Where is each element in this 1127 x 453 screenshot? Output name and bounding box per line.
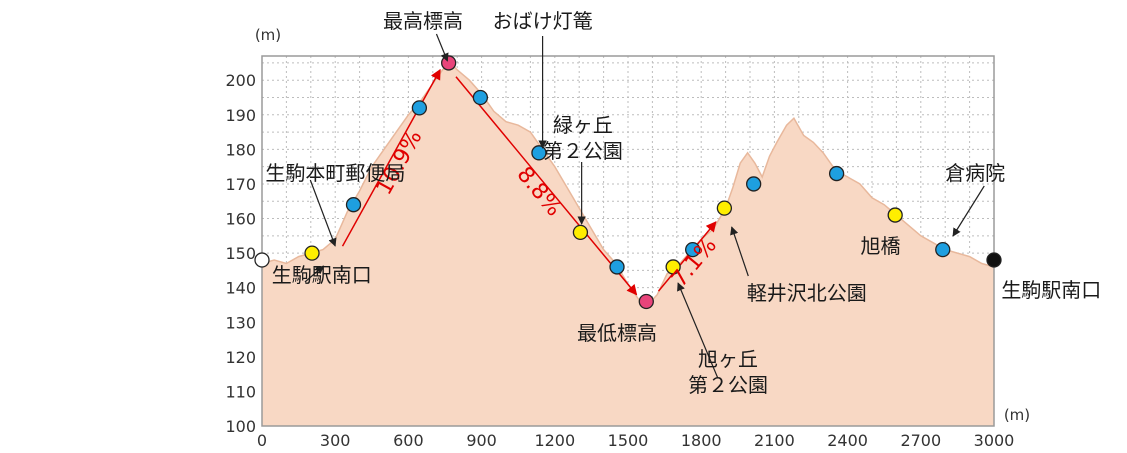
annotation-label: 緑ヶ丘	[553, 113, 613, 137]
annotation-arrow	[677, 282, 719, 379]
waypoint-red	[441, 55, 457, 71]
annotation-arrow	[952, 185, 985, 237]
waypoint-yellow	[665, 259, 681, 275]
waypoint-blue	[411, 100, 428, 116]
annotation-label: 生駒本町郵便局	[265, 161, 405, 185]
elevation-area	[262, 62, 994, 427]
waypoint-yellow	[716, 200, 733, 216]
waypoint-red	[638, 293, 654, 310]
y-tick-label: 150	[225, 244, 256, 263]
y-tick-label: 190	[225, 106, 256, 125]
annotation-label: 第２公園	[688, 373, 768, 397]
waypoint-blue	[746, 176, 762, 192]
y-axis-unit: (m)	[255, 26, 281, 44]
grade-arrow	[657, 221, 717, 292]
y-tick-label: 130	[225, 313, 256, 332]
x-tick-label: 1800	[681, 431, 722, 450]
annotation-label: 最低標高	[577, 321, 657, 345]
waypoint-yellow	[887, 207, 903, 223]
y-tick-label: 110	[225, 382, 256, 401]
y-tick-label: 100	[225, 417, 256, 436]
axis-ticks: 0 300 600 900 1200 1500 1800 2100 2400 2700 3000 10…	[225, 71, 1014, 450]
annotation-arrow	[435, 33, 449, 62]
waypoint-yellow	[304, 245, 320, 261]
grade-arrow	[455, 76, 638, 296]
annotation-label: 旭橋	[861, 234, 901, 258]
x-tick-label: 3000	[974, 431, 1015, 450]
x-tick-label: 900	[466, 431, 497, 450]
x-axis-unit: (m)	[1004, 406, 1030, 424]
waypoint-blue	[685, 241, 701, 258]
waypoint-blue	[345, 197, 362, 213]
y-tick-label: 160	[225, 210, 256, 229]
x-tick-label: 1200	[534, 431, 575, 450]
plot-frame	[261, 55, 995, 427]
waypoint-black	[986, 252, 1002, 268]
x-tick-label: 2400	[827, 431, 868, 450]
waypoint-yellow	[572, 224, 589, 241]
annotation-label: 旭ヶ丘	[698, 347, 758, 371]
waypoint-markers	[254, 55, 1002, 310]
waypoint-blue	[935, 241, 951, 258]
y-tick-label: 170	[225, 175, 256, 194]
annotation-label: おばけ灯篭	[493, 9, 593, 33]
x-tick-label: 300	[320, 431, 351, 450]
annotation-arrow	[309, 179, 337, 247]
waypoint-blue	[472, 89, 489, 106]
x-tick-label: 1500	[608, 431, 649, 450]
annotation-arrow	[730, 226, 749, 277]
x-tick-label: 2100	[754, 431, 795, 450]
waypoint-white	[254, 252, 270, 268]
y-tick-label: 120	[225, 348, 256, 367]
annotation-label: 第２公園	[543, 139, 623, 163]
x-tick-label: 600	[393, 431, 424, 450]
grade-arrow	[341, 68, 441, 247]
x-tick-label: 2700	[900, 431, 941, 450]
grade-arrows	[341, 68, 717, 296]
x-tick-label: 0	[257, 431, 267, 450]
annotation-label: 倉病院	[945, 161, 1005, 185]
y-tick-label: 140	[225, 279, 256, 298]
waypoint-blue	[828, 165, 845, 182]
annotation-label: 最高標高	[383, 9, 463, 33]
y-tick-label: 180	[225, 140, 256, 159]
y-tick-label: 200	[225, 71, 256, 90]
waypoint-blue	[609, 259, 625, 275]
annotation-label: 生駒駅南口	[1001, 278, 1101, 302]
annotation-arrow	[304, 265, 325, 283]
annotation-label: 生駒駅南口	[272, 263, 372, 287]
annotation-label: 軽井沢北公園	[747, 281, 867, 305]
